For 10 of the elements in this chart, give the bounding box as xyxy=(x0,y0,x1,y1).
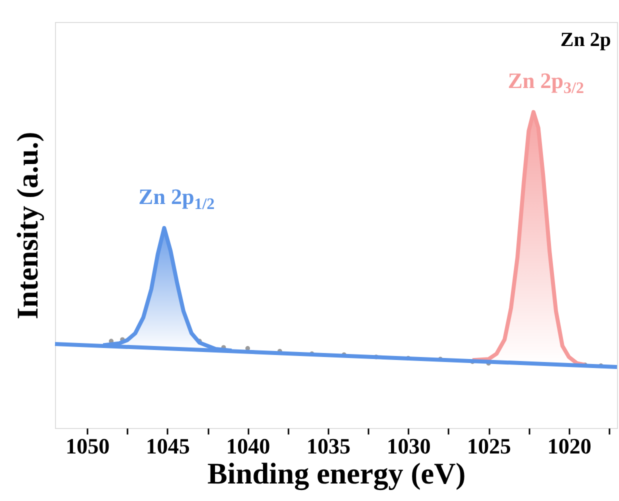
y-axis-title: Intensity (a.u.) xyxy=(12,132,44,320)
x-tick-label: 1025 xyxy=(467,434,512,458)
text: Zn 2p xyxy=(560,29,611,51)
x-tick-label: 1030 xyxy=(386,434,431,458)
x-tick-label: 1050 xyxy=(66,434,110,458)
x-axis-title: Binding energy (eV) xyxy=(207,458,466,490)
x-tick-label: 1040 xyxy=(226,434,270,458)
x-tick-label: 1020 xyxy=(547,434,592,458)
x-tick-label: 1035 xyxy=(306,434,350,458)
x-tick-label: 1045 xyxy=(146,434,190,458)
